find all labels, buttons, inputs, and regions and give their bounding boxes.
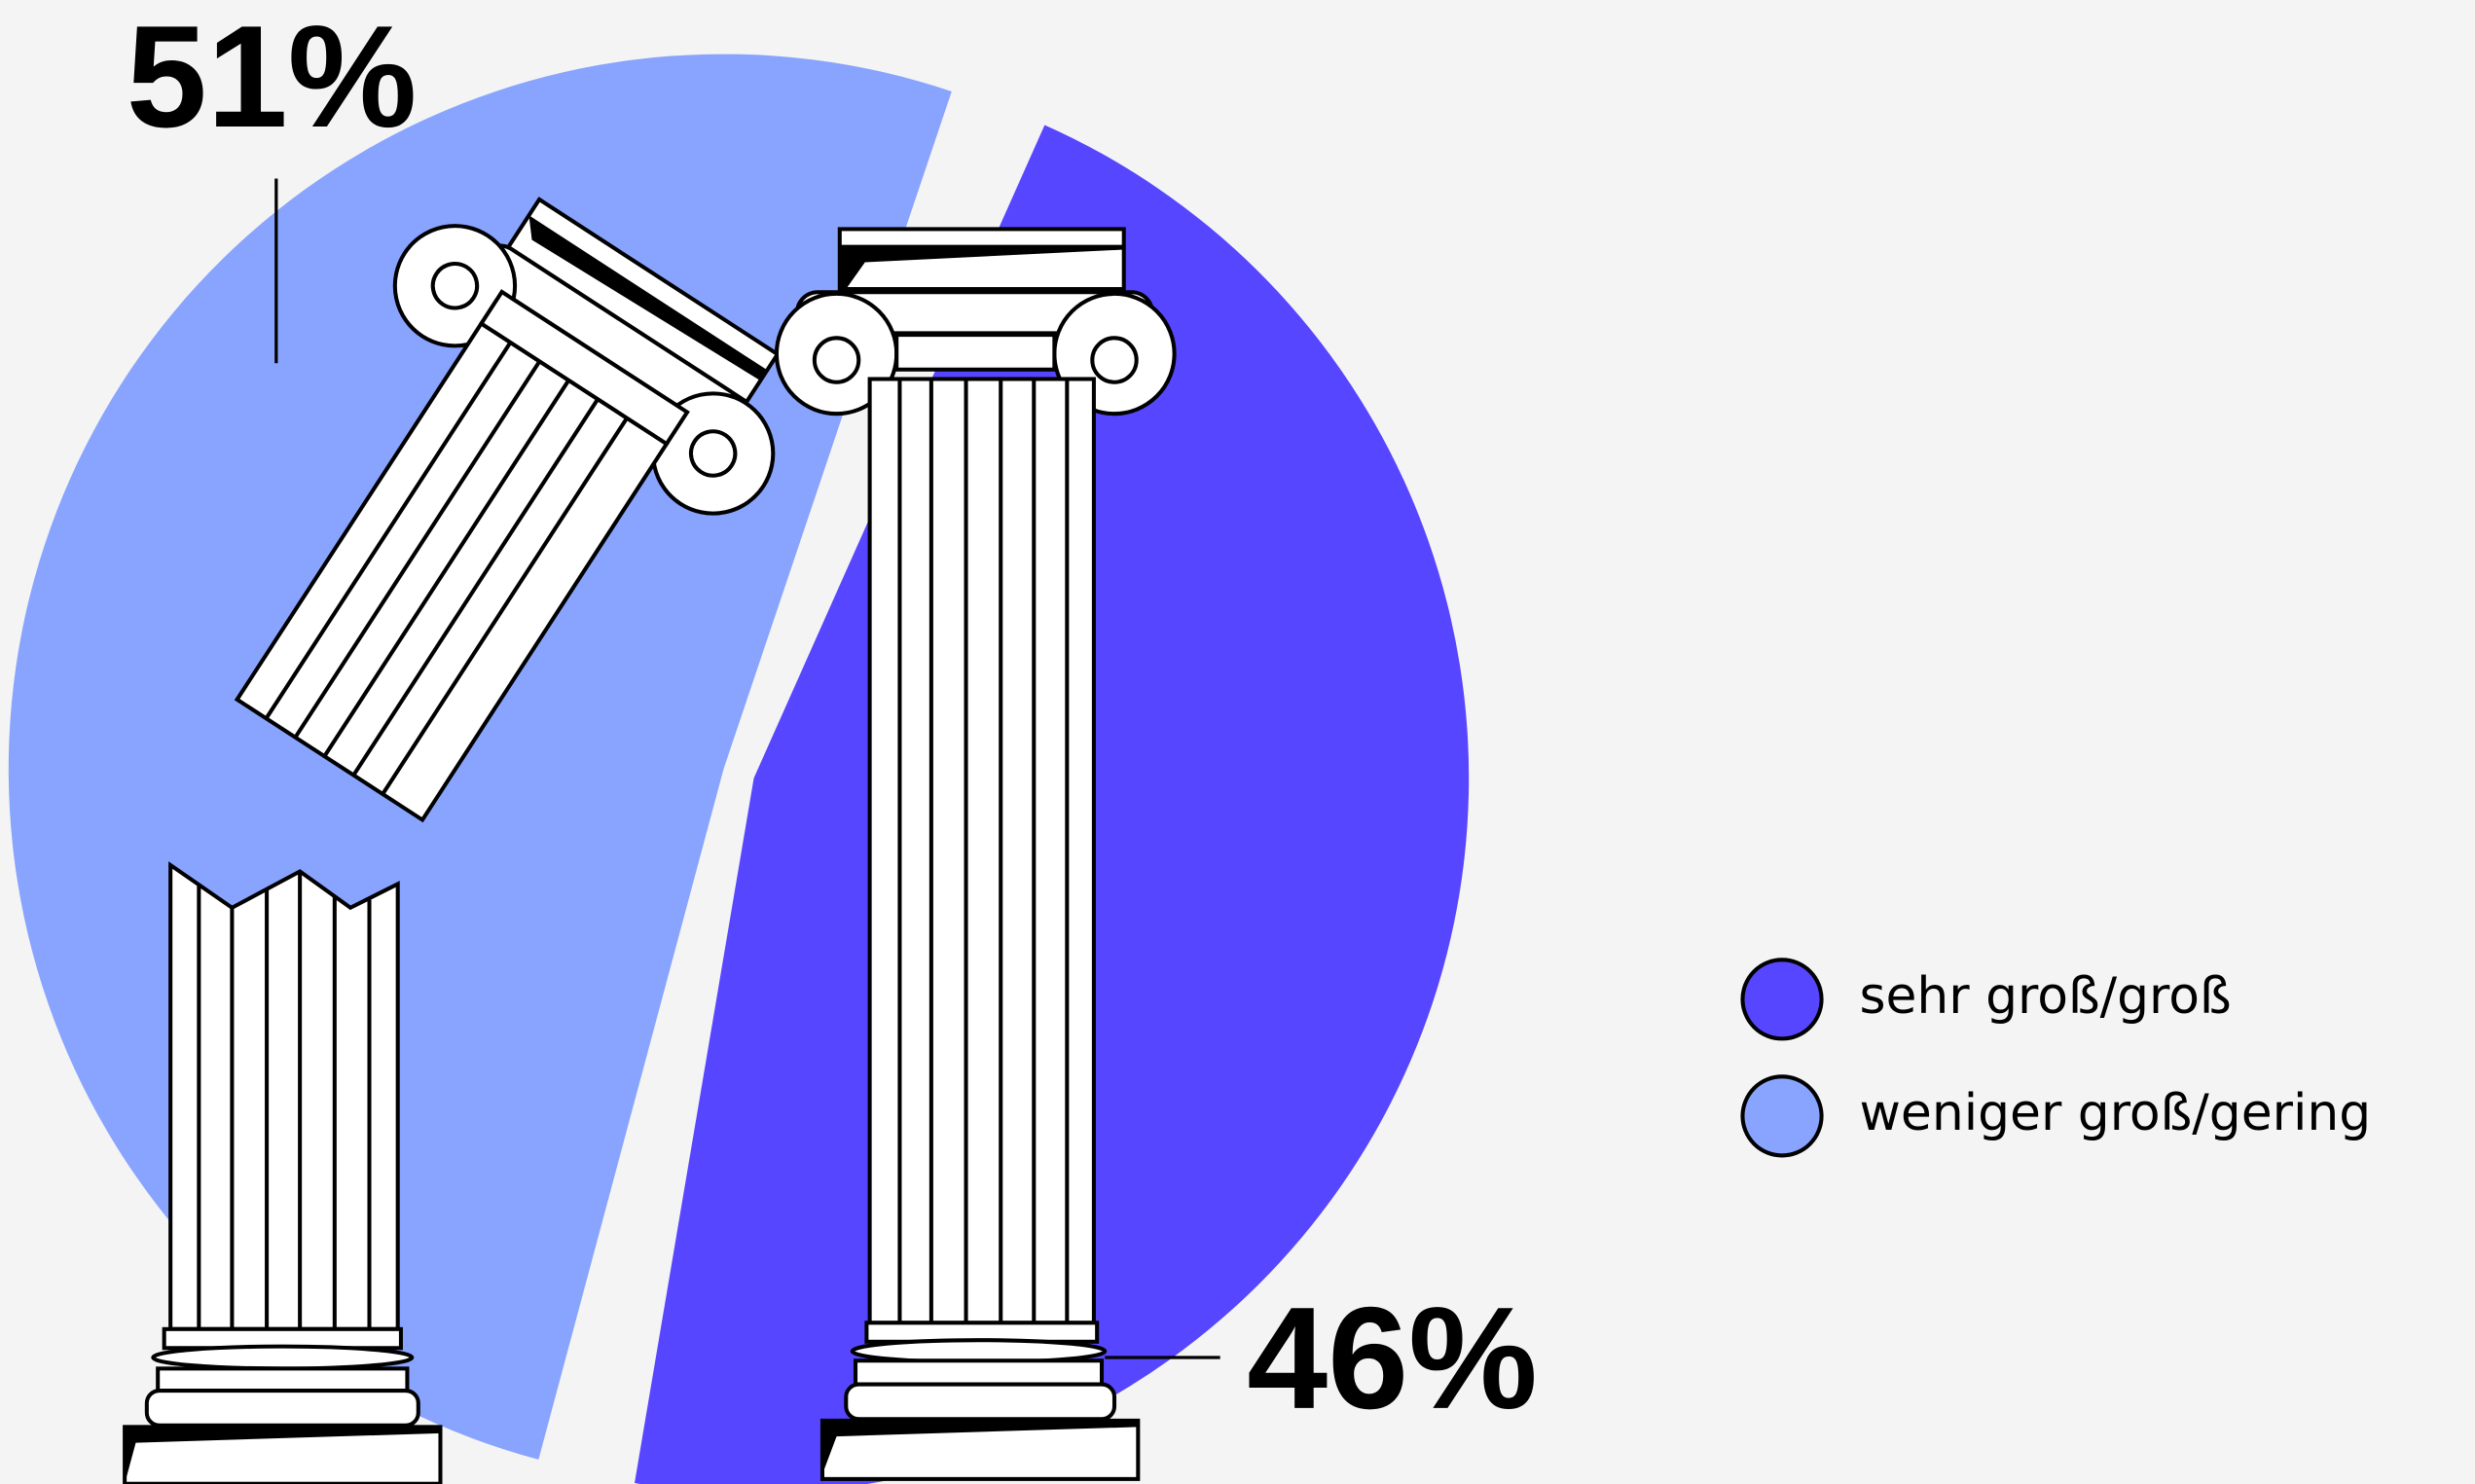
column-part: [151, 1344, 415, 1371]
column-part: [894, 333, 1057, 372]
column-part: [144, 1389, 420, 1428]
legend-label: sehr groß/groß: [1859, 967, 2231, 1026]
column-part: [1090, 336, 1139, 384]
legend-swatch: [1740, 958, 1824, 1041]
column-part: [688, 429, 738, 478]
column-part: [125, 1427, 441, 1484]
column-part: [812, 336, 861, 384]
column-part: [156, 1366, 410, 1394]
column-part: [351, 398, 600, 777]
legend-label: weniger groß/gering: [1859, 1084, 2371, 1142]
value-label: 51%: [127, 0, 418, 158]
value-label: 46%: [1247, 1277, 1538, 1439]
column-part: [821, 1420, 1139, 1475]
broken-column: [123, 861, 443, 1484]
column-part: [844, 1382, 1117, 1422]
legend: sehr groß/groß weniger groß/gering: [1740, 958, 2371, 1158]
column-part: [430, 262, 480, 310]
column-part: [322, 379, 570, 758]
column-part: [264, 341, 513, 720]
fallen-capital: [234, 197, 781, 823]
column-part: [867, 377, 1096, 1325]
column-part: [528, 215, 768, 381]
legend-swatch: [1740, 1074, 1824, 1158]
column-part: [293, 360, 541, 739]
column-part: [381, 416, 629, 796]
column-part: [853, 1358, 1105, 1387]
column-part: [168, 861, 400, 1331]
column-part: [234, 320, 670, 823]
column-part: [839, 244, 1124, 290]
standing-column: [774, 227, 1177, 1481]
